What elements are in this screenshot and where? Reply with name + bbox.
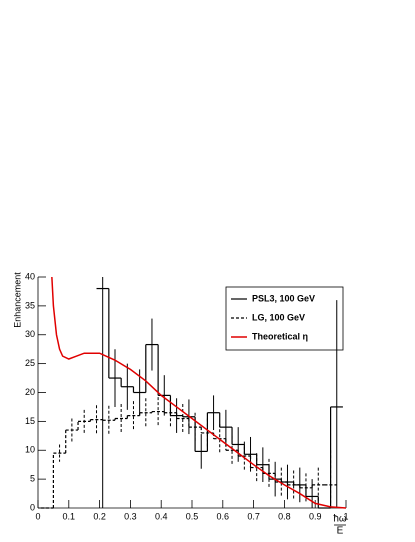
x-tick-label: 0.3 (124, 511, 137, 521)
y-axis-label: Enhancement (12, 272, 22, 328)
x-tick-label: 0.5 (186, 511, 199, 521)
x-axis-label-numerator: ħω (333, 514, 347, 525)
x-tick-label: 0.6 (217, 511, 230, 521)
y-tick-label: 40 (25, 271, 35, 281)
y-tick-label: 0 (30, 502, 35, 512)
y-tick-label: 15 (25, 416, 35, 426)
x-tick-label: 0.9 (309, 511, 322, 521)
x-tick-label: 0.2 (93, 511, 106, 521)
x-axis-label-denominator: E (337, 526, 344, 537)
x-tick-label: 0.4 (155, 511, 168, 521)
x-tick-label: 0.7 (247, 511, 260, 521)
x-tick-label: 0 (35, 511, 40, 521)
y-tick-label: 35 (25, 300, 35, 310)
y-tick-label: 20 (25, 387, 35, 397)
x-tick-label: 0.8 (278, 511, 291, 521)
theory-curve (51, 276, 347, 509)
x-tick-label: 1 (343, 511, 348, 521)
legend-label: Theoretical η (252, 331, 308, 341)
y-tick-label: 25 (25, 358, 35, 368)
legend-label: PSL3, 100 GeV (252, 293, 315, 303)
legend-label: LG, 100 GeV (252, 312, 305, 322)
legend-box (225, 286, 344, 351)
x-tick-label: 0.1 (63, 511, 76, 521)
y-tick-label: 5 (30, 474, 35, 484)
y-tick-label: 30 (25, 329, 35, 339)
y-tick-label: 10 (25, 445, 35, 455)
